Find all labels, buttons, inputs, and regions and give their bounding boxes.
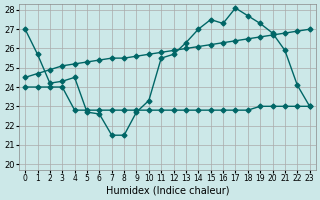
X-axis label: Humidex (Indice chaleur): Humidex (Indice chaleur) [106, 186, 229, 196]
